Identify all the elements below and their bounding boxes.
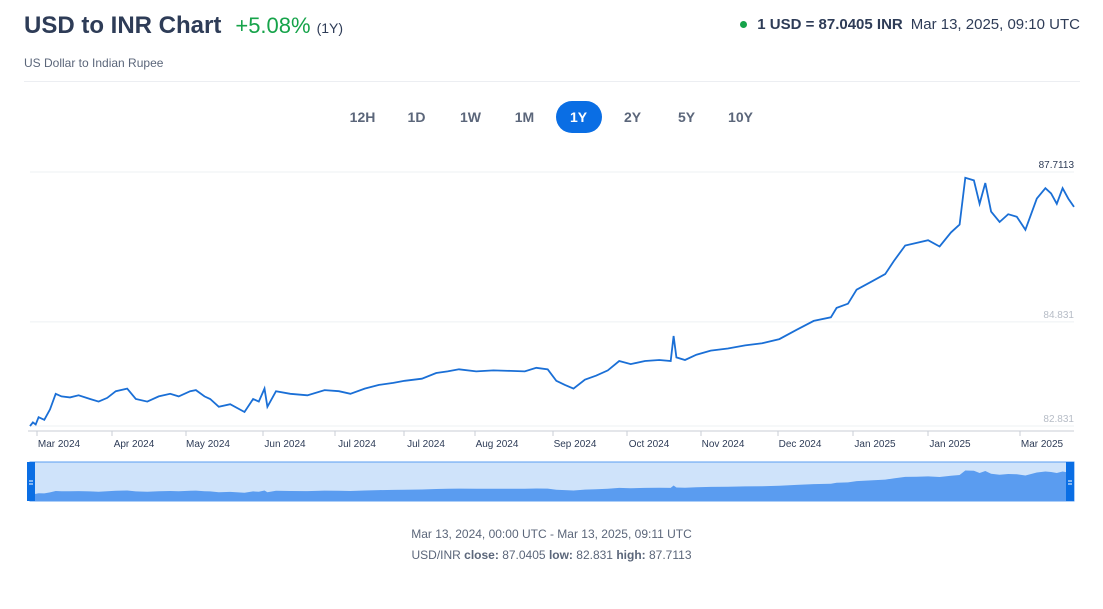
- high-value: 87.7113: [649, 548, 692, 562]
- close-value: 87.0405: [502, 548, 546, 562]
- x-axis-ticks: Mar 2024 Apr 2024 May 2024 Jun 2024 Jul 2024…: [36, 431, 1064, 450]
- range-button-10y[interactable]: 10Y: [718, 101, 764, 133]
- x-tick-label: Aug 2024: [476, 439, 519, 450]
- range-button-5y[interactable]: 5Y: [664, 101, 710, 133]
- range-button-1w[interactable]: 1W: [448, 101, 494, 133]
- rate-value: 1 USD = 87.0405 INR: [757, 16, 903, 33]
- range-button-1y[interactable]: 1Y: [555, 101, 602, 133]
- x-tick-label: Apr 2024: [114, 439, 155, 450]
- series-line-usd-inr[interactable]: [29, 176, 1075, 427]
- ohlc-summary: USD/INR close: 87.0405 low: 82.831 high:…: [0, 545, 1103, 566]
- live-dot-icon: [740, 21, 748, 28]
- range-button-2y[interactable]: 2Y: [610, 101, 656, 133]
- navigator-area: [30, 470, 1074, 501]
- low-value: 82.831: [576, 548, 613, 562]
- time-range-selector: 12H 1D 1W 1M 1Y 2Y 5Y 10Y: [0, 101, 1103, 133]
- range-button-12h[interactable]: 12H: [340, 101, 386, 133]
- x-tick-label: Mar 2024: [38, 439, 81, 450]
- x-tick-label: Oct 2024: [629, 439, 670, 450]
- rate-timestamp: Mar 13, 2025, 09:10 UTC: [910, 16, 1080, 33]
- change-percent: +5.08%: [235, 13, 311, 38]
- y-axis-labels: 82.831 84.831 87.7113: [1039, 160, 1075, 425]
- range-button-1m[interactable]: 1M: [502, 101, 548, 133]
- y-tick-label: 82.831: [1043, 414, 1074, 425]
- x-tick-label: Sep 2024: [554, 439, 597, 450]
- x-tick-label: Jul 2024: [407, 439, 445, 450]
- pair-label: USD/INR: [411, 548, 461, 562]
- title-row: USD to INR Chart +5.08% (1Y): [24, 12, 1080, 40]
- x-tick-label: Nov 2024: [702, 439, 745, 450]
- change-period: (1Y): [316, 20, 344, 36]
- x-tick-label: Jan 2025: [929, 439, 971, 450]
- y-tick-label: 84.831: [1043, 310, 1074, 321]
- current-rate: 1 USD = 87.0405 INR Mar 13, 2025, 09:10 …: [740, 16, 1080, 33]
- y-tick-label: 87.7113: [1039, 160, 1075, 171]
- x-tick-label: Mar 2025: [1021, 439, 1064, 450]
- chart-summary: Mar 13, 2024, 00:00 UTC - Mar 13, 2025, …: [0, 524, 1103, 566]
- line-chart[interactable]: 82.831 84.831 87.7113 Mar 2024 Apr 2024 May …: [0, 150, 1103, 510]
- high-label: high:: [616, 548, 646, 562]
- pair-subtitle: US Dollar to Indian Rupee: [24, 56, 164, 70]
- grid-lines: [30, 171, 1074, 427]
- chart-header: USD to INR Chart +5.08% (1Y) US Dollar t…: [24, 12, 1080, 82]
- low-label: low:: [548, 548, 573, 562]
- x-tick-label: May 2024: [186, 439, 230, 450]
- x-tick-label: Jan 2025: [854, 439, 896, 450]
- x-tick-label: Jul 2024: [338, 439, 376, 450]
- close-label: close:: [464, 548, 499, 562]
- range-navigator[interactable]: [27, 461, 1075, 502]
- x-tick-label: Dec 2024: [779, 439, 822, 450]
- x-tick-label: Jun 2024: [264, 439, 306, 450]
- date-range: Mar 13, 2024, 00:00 UTC - Mar 13, 2025, …: [411, 527, 692, 541]
- range-button-1d[interactable]: 1D: [394, 101, 440, 133]
- page-title: USD to INR Chart: [24, 12, 222, 39]
